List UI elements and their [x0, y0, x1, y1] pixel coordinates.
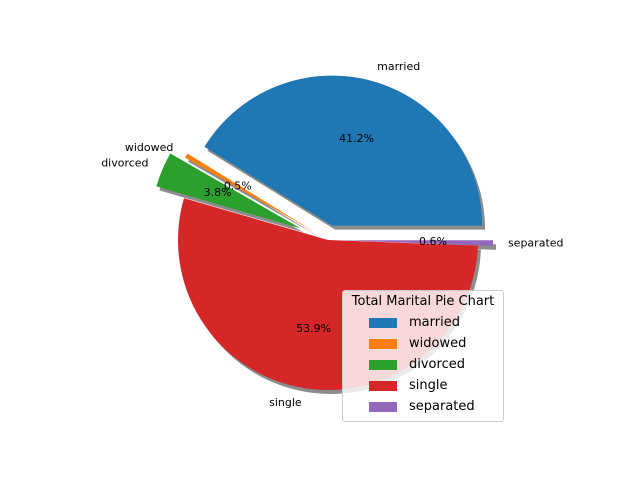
legend-entry-married: married [343, 312, 503, 333]
slice-percent-label: 0.5% [224, 179, 252, 192]
slice-category-label: separated [508, 236, 564, 249]
slice-percent-label: 3.8% [204, 186, 232, 199]
slice-category-label: widowed [125, 141, 174, 154]
legend-entry-separated: separated [343, 396, 503, 417]
legend-title: Total Marital Pie Chart [351, 294, 495, 309]
legend-label: separated [409, 399, 475, 414]
slice-divorced [156, 153, 301, 229]
slice-category-label: married [377, 60, 420, 73]
legend-entry-divorced: divorced [343, 354, 503, 375]
slice-separated [342, 240, 493, 246]
legend-label: married [409, 315, 460, 330]
legend-label: divorced [409, 357, 465, 372]
legend-entries: married widowed divorced single separated [343, 312, 503, 417]
legend-entry-single: single [343, 375, 503, 396]
slice-married [204, 75, 483, 226]
legend-entry-widowed: widowed [343, 333, 503, 354]
legend-swatch [369, 359, 397, 370]
slice-percent-label: 53.9% [296, 322, 331, 335]
legend-swatch [369, 317, 397, 328]
legend-swatch [369, 338, 397, 349]
slice-category-label: divorced [101, 157, 148, 170]
legend-swatch [369, 401, 397, 412]
slice-widowed [185, 153, 316, 233]
legend: Total Marital Pie Chart married widowed di… [342, 290, 504, 422]
legend-label: widowed [409, 336, 467, 351]
slice-labels: 41.2% married 0.5% widowed 3.8% divorced 53.9%… [101, 60, 563, 409]
legend-swatch [369, 380, 397, 391]
slice-percent-label: 41.2% [339, 132, 374, 145]
slice-category-label: single [269, 396, 302, 409]
legend-label: single [409, 378, 448, 393]
slice-percent-label: 0.6% [419, 235, 447, 248]
